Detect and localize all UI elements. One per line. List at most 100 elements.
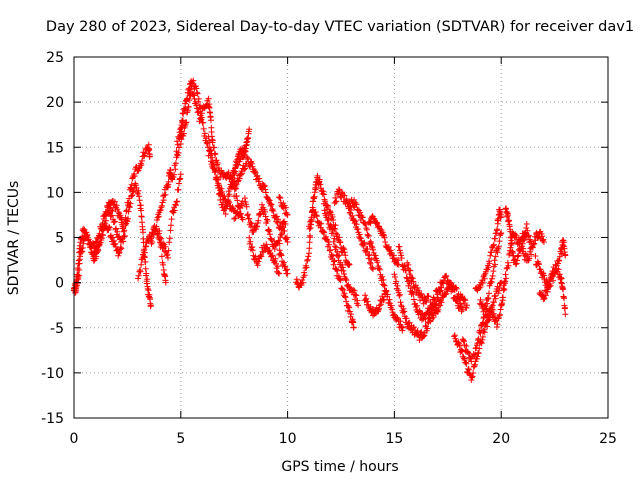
data-point	[113, 202, 120, 209]
data-point	[225, 188, 232, 195]
data-point	[193, 85, 200, 92]
x-tick-label: 10	[279, 431, 297, 447]
data-point	[344, 282, 351, 289]
data-point	[505, 262, 512, 269]
data-point	[126, 203, 133, 210]
data-point	[336, 252, 343, 259]
data-point	[463, 304, 470, 311]
data-point	[245, 155, 252, 162]
data-point	[460, 337, 467, 344]
data-point	[332, 194, 339, 201]
data-point	[479, 333, 486, 340]
data-point	[175, 186, 182, 193]
data-point	[154, 214, 161, 221]
data-point	[239, 198, 246, 205]
data-point	[360, 241, 367, 248]
data-point	[461, 338, 467, 345]
data-point	[476, 327, 483, 334]
data-point	[474, 340, 481, 347]
data-point	[284, 270, 291, 277]
data-point	[117, 244, 124, 251]
data-point	[324, 217, 331, 224]
data-point	[394, 282, 401, 289]
data-point	[306, 245, 313, 252]
data-point	[173, 198, 180, 205]
data-point	[423, 297, 430, 304]
data-point	[247, 159, 254, 166]
data-point	[382, 288, 389, 295]
data-point	[162, 279, 169, 286]
data-point	[293, 276, 300, 283]
data-point	[333, 266, 340, 273]
data-point	[231, 193, 238, 200]
data-point	[443, 290, 450, 297]
data-point	[257, 252, 264, 259]
data-point	[407, 267, 414, 274]
data-point	[526, 248, 533, 255]
data-point	[112, 240, 119, 247]
data-point	[461, 296, 468, 303]
data-point	[262, 213, 269, 220]
data-point	[111, 198, 118, 205]
data-point	[157, 234, 164, 241]
data-point	[492, 261, 499, 268]
data-point	[337, 277, 344, 284]
data-point	[255, 217, 262, 224]
data-point	[414, 284, 421, 291]
data-point	[508, 239, 515, 246]
data-point	[135, 272, 142, 279]
data-point	[254, 262, 261, 269]
x-axis-label: GPS time / hours	[281, 459, 398, 475]
data-point	[236, 175, 243, 182]
data-point	[278, 252, 285, 259]
y-tick-labels: -15 -10 -5 0 5 10 15 20 25	[41, 50, 64, 427]
data-point	[477, 296, 484, 303]
data-point	[489, 275, 495, 282]
data-point	[262, 186, 269, 193]
data-point	[234, 197, 241, 204]
x-tick-label: 25	[599, 431, 617, 447]
data-point	[471, 363, 478, 370]
data-point	[378, 301, 384, 308]
data-point	[415, 287, 422, 294]
data-point	[276, 240, 283, 247]
data-point	[395, 257, 402, 263]
data-point	[157, 206, 164, 213]
data-point	[462, 359, 469, 366]
data-point	[484, 323, 491, 330]
data-point	[558, 250, 565, 257]
data-point	[543, 277, 550, 284]
data-point	[284, 266, 290, 273]
data-point	[472, 351, 478, 358]
data-point	[492, 295, 499, 302]
data-point	[369, 306, 376, 313]
data-point	[410, 278, 417, 285]
data-point	[231, 215, 238, 222]
data-point	[135, 275, 142, 282]
data-point	[235, 161, 242, 168]
data-point	[453, 285, 460, 292]
data-point	[251, 169, 258, 176]
data-point	[237, 171, 244, 178]
data-point	[75, 257, 82, 264]
data-point	[140, 153, 147, 160]
data-point	[374, 219, 381, 226]
data-point	[234, 178, 241, 185]
data-point	[275, 216, 282, 223]
data-point	[350, 324, 357, 331]
data-point	[451, 332, 458, 339]
data-point	[284, 239, 291, 245]
data-point	[481, 275, 488, 282]
data-point	[540, 272, 547, 279]
data-point	[165, 178, 172, 185]
data-point	[425, 293, 432, 300]
data-point	[400, 305, 407, 312]
data-point	[556, 271, 563, 278]
data-point	[522, 229, 529, 236]
data-point	[490, 310, 497, 317]
data-point	[174, 198, 181, 205]
data-point	[542, 292, 549, 299]
data-point	[507, 228, 514, 235]
y-axis-label: SDTVAR / TECUs	[6, 181, 22, 296]
data-point	[166, 235, 173, 242]
